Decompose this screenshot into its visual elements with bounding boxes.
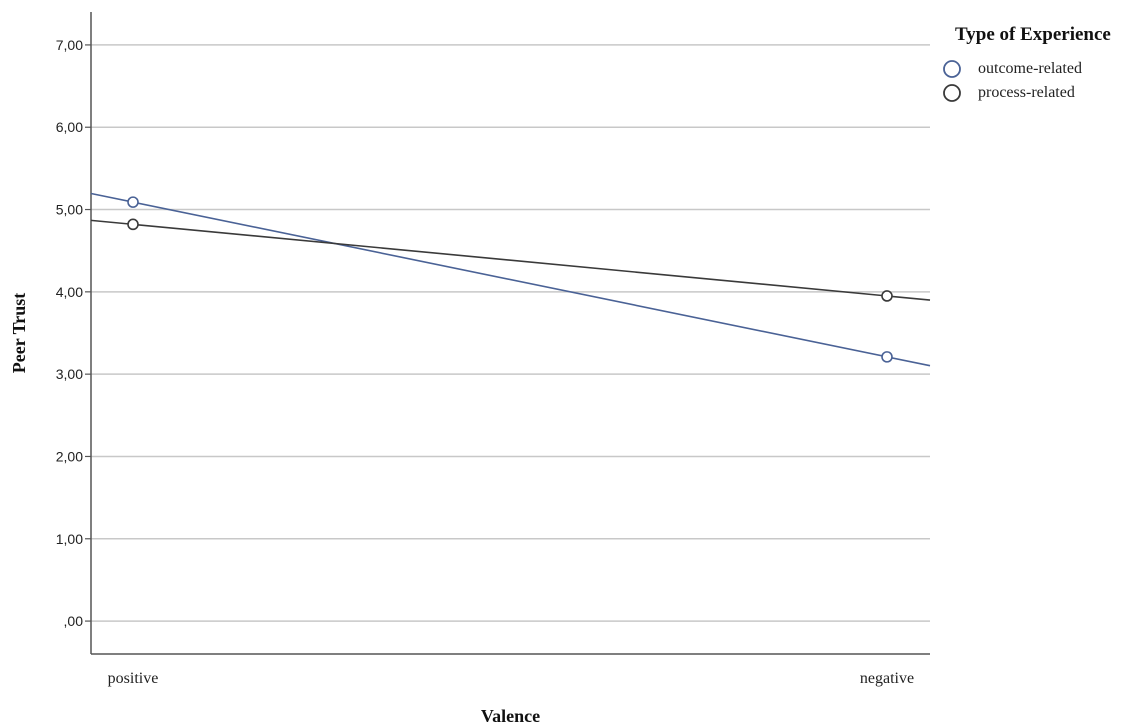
y-tick-label: 5,00 [56, 202, 83, 218]
legend-label-outcome-related: outcome-related [978, 60, 1082, 77]
x-tick-label: negative [860, 670, 914, 687]
x-tick-label: positive [108, 670, 159, 687]
y-tick-label: 4,00 [56, 284, 83, 300]
legend-marker-process-related [943, 84, 961, 102]
y-tick-label: 1,00 [56, 531, 83, 547]
y-tick-label: 6,00 [56, 119, 83, 135]
data-point-outcome-related [881, 351, 893, 363]
legend: Type of Experience outcome-related proces… [943, 24, 1111, 102]
y-tick-labels: ,00 1,00 2,00 3,00 4,00 5,00 6,00 7,00 [56, 37, 83, 629]
series-line-process-related [90, 219, 931, 301]
data-point-process-related [127, 218, 139, 231]
x-axis-title: Valence [481, 706, 540, 726]
legend-label-process-related: process-related [978, 84, 1075, 101]
series-group [90, 192, 931, 367]
data-point-process-related [881, 290, 893, 302]
y-tick-label: 3,00 [56, 366, 83, 382]
legend-marker-outcome-related [943, 60, 961, 78]
y-tick-label: ,00 [64, 613, 84, 629]
y-tick-label: 7,00 [56, 37, 83, 53]
x-tick-labels: positive negative [108, 670, 914, 687]
gridlines [85, 44, 930, 622]
legend-title: Type of Experience [955, 24, 1111, 45]
data-point-outcome-related [127, 196, 139, 208]
series-line-outcome-related [90, 192, 931, 367]
y-axis-title: Peer Trust [9, 293, 29, 373]
y-tick-label: 2,00 [56, 448, 83, 464]
